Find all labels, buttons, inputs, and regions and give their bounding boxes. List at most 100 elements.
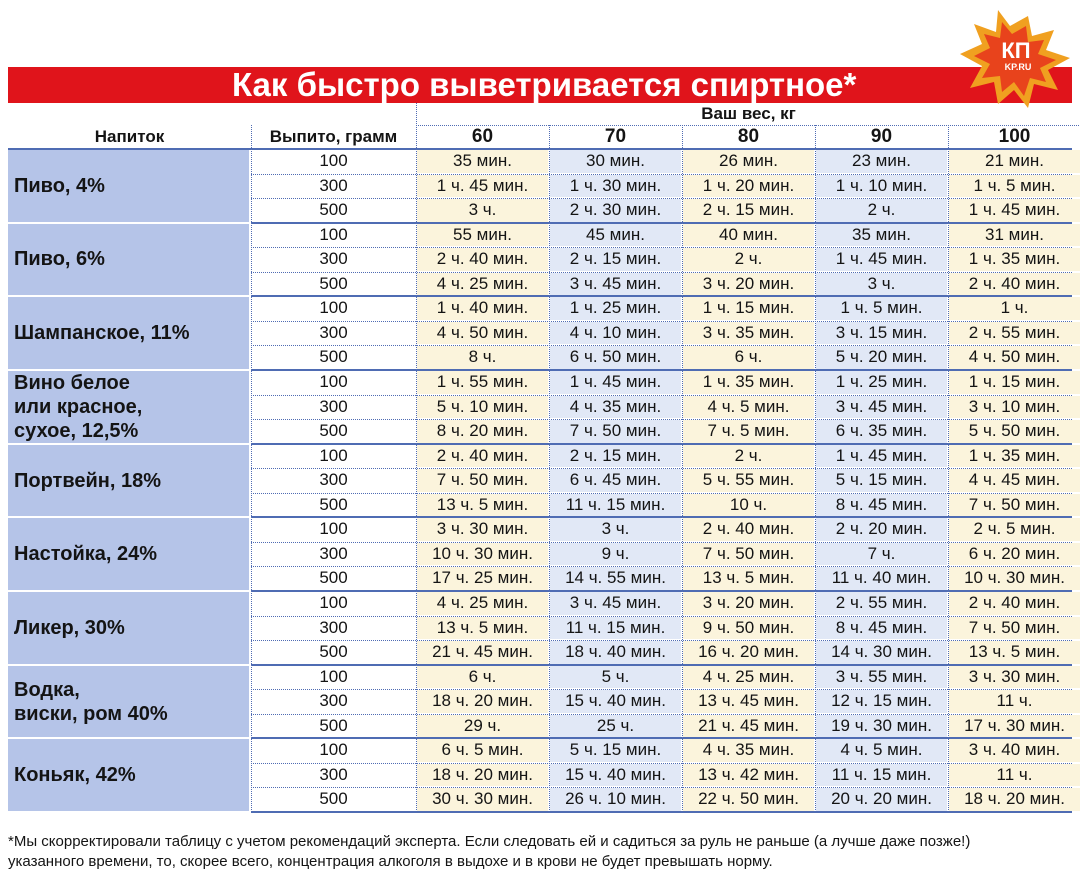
time-cell: 1 ч. 55 мин. [417, 371, 548, 394]
weight-header: Ваш вес, кг [701, 104, 796, 123]
time-cell: 4 ч. 5 мин. [683, 395, 814, 419]
row-divider [251, 492, 1072, 494]
header-divider [8, 148, 1072, 150]
amount-cell: 500 [319, 347, 348, 367]
time-cell: 11 ч. [949, 690, 1080, 713]
kp-logo: КП KP.RU [960, 10, 1070, 108]
amount-cell: 100 [319, 740, 348, 760]
amount-cell: 500 [319, 568, 348, 588]
time-cell: 14 ч. 55 мин. [550, 567, 681, 591]
row-divider [251, 247, 1072, 249]
page-title: Как быстро выветривается спиртное* [8, 67, 1072, 103]
time-cell: 6 ч. 45 мин. [550, 469, 681, 492]
time-cell: 45 мин. [550, 223, 681, 247]
time-cell: 29 ч. [417, 714, 548, 738]
time-cell: 1 ч. 45 мин. [816, 444, 947, 468]
row-divider [251, 394, 1072, 396]
amount-cell: 500 [319, 421, 348, 441]
time-cell: 1 ч. 15 мин. [949, 371, 1080, 394]
drink-name: Ликер, 30% [8, 592, 249, 664]
time-cell: 19 ч. 30 мин. [816, 714, 947, 738]
time-cell: 6 ч. [683, 346, 814, 369]
time-cell: 4 ч. 35 мин. [550, 395, 681, 419]
amount-cell: 300 [319, 175, 348, 195]
amount-cell: 100 [319, 445, 348, 465]
time-cell: 11 ч. 15 мин. [550, 616, 681, 640]
time-cell: 18 ч. 20 мин. [417, 690, 548, 713]
drink-column-header: Напиток [8, 125, 251, 149]
time-cell: 15 ч. 40 мин. [550, 763, 681, 787]
time-cell: 7 ч. [816, 542, 947, 566]
time-cell: 3 ч. 20 мин. [683, 592, 814, 615]
time-cell: 13 ч. 5 мин. [417, 616, 548, 640]
time-cell: 22 ч. 50 мин. [683, 788, 814, 812]
time-cell: 6 ч. 5 мин. [417, 739, 548, 762]
amount-cell: 100 [319, 151, 348, 170]
time-cell: 1 ч. 30 мин. [550, 174, 681, 198]
time-cell: 1 ч. 5 мин. [816, 297, 947, 320]
time-cell: 7 ч. 50 мин. [417, 469, 548, 492]
amount-cell: 300 [319, 249, 348, 269]
time-cell: 11 ч. [949, 763, 1080, 787]
time-cell: 5 ч. 20 мин. [816, 346, 947, 369]
time-cell: 2 ч. 15 мин. [683, 199, 814, 222]
time-cell: 1 ч. 45 мин. [417, 174, 548, 198]
row-divider [251, 271, 1072, 273]
amount-column-header: Выпито, грамм [269, 127, 398, 146]
time-cell: 2 ч. 30 мин. [550, 199, 681, 222]
group-divider [251, 295, 1072, 298]
time-cell: 7 ч. 50 мин. [949, 493, 1080, 517]
amount-cell: 500 [319, 494, 348, 514]
group-divider [251, 369, 1072, 371]
time-cell: 10 ч. 30 мин. [949, 567, 1080, 591]
time-cell: 17 ч. 30 мин. [949, 714, 1080, 738]
amount-cell: 100 [319, 298, 348, 318]
time-cell: 5 ч. 15 мин. [816, 469, 947, 492]
amount-cell: 500 [319, 789, 348, 809]
time-cell: 11 ч. 40 мин. [816, 567, 947, 591]
time-cell: 1 ч. 15 мин. [683, 297, 814, 320]
time-cell: 2 ч. 15 мин. [550, 248, 681, 271]
amount-cell: 500 [319, 273, 348, 293]
time-cell: 2 ч. 5 мин. [949, 518, 1080, 541]
time-cell: 1 ч. 35 мин. [949, 444, 1080, 468]
time-cell: 2 ч. [816, 199, 947, 222]
time-cell: 1 ч. 45 мин. [816, 248, 947, 271]
time-cell: 13 ч. 5 мин. [949, 641, 1080, 664]
time-cell: 4 ч. 25 мин. [683, 665, 814, 689]
column-divider [948, 125, 949, 813]
group-divider [251, 663, 1072, 666]
time-cell: 13 ч. 45 мин. [683, 690, 814, 713]
amount-cell: 300 [319, 543, 348, 563]
time-cell: 26 мин. [683, 150, 814, 173]
time-cell: 4 ч. 45 мин. [949, 469, 1080, 492]
time-cell: 4 ч. 10 мин. [550, 321, 681, 345]
row-divider [251, 566, 1072, 568]
time-cell: 1 ч. 40 мин. [417, 297, 548, 320]
time-cell: 17 ч. 25 мин. [417, 567, 548, 591]
time-cell: 40 мин. [683, 223, 814, 247]
weight-column-header: 90 [870, 126, 893, 147]
time-cell: 4 ч. 5 мин. [816, 739, 947, 762]
logo-subtext: KP.RU [1005, 62, 1032, 72]
time-cell: 1 ч. 25 мин. [550, 297, 681, 320]
column-divider [815, 125, 816, 813]
time-cell: 2 ч. 20 мин. [816, 518, 947, 541]
amount-cell: 100 [319, 666, 348, 686]
drink-name: Пиво, 6% [8, 223, 249, 296]
time-cell: 55 мин. [417, 223, 548, 247]
time-cell: 35 мин. [816, 223, 947, 247]
row-divider [251, 787, 1072, 789]
time-cell: 30 ч. 30 мин. [417, 788, 548, 812]
time-cell: 21 мин. [949, 150, 1080, 173]
time-cell: 7 ч. 50 мин. [949, 616, 1080, 640]
time-cell: 2 ч. [683, 248, 814, 271]
row-divider [251, 640, 1072, 642]
time-cell: 8 ч. 20 мин. [417, 420, 548, 443]
time-cell: 18 ч. 20 мин. [949, 788, 1080, 812]
time-cell: 13 ч. 42 мин. [683, 763, 814, 787]
row-divider [251, 198, 1072, 200]
amount-cell: 300 [319, 470, 348, 490]
column-divider [251, 125, 252, 813]
group-divider [251, 442, 1072, 445]
